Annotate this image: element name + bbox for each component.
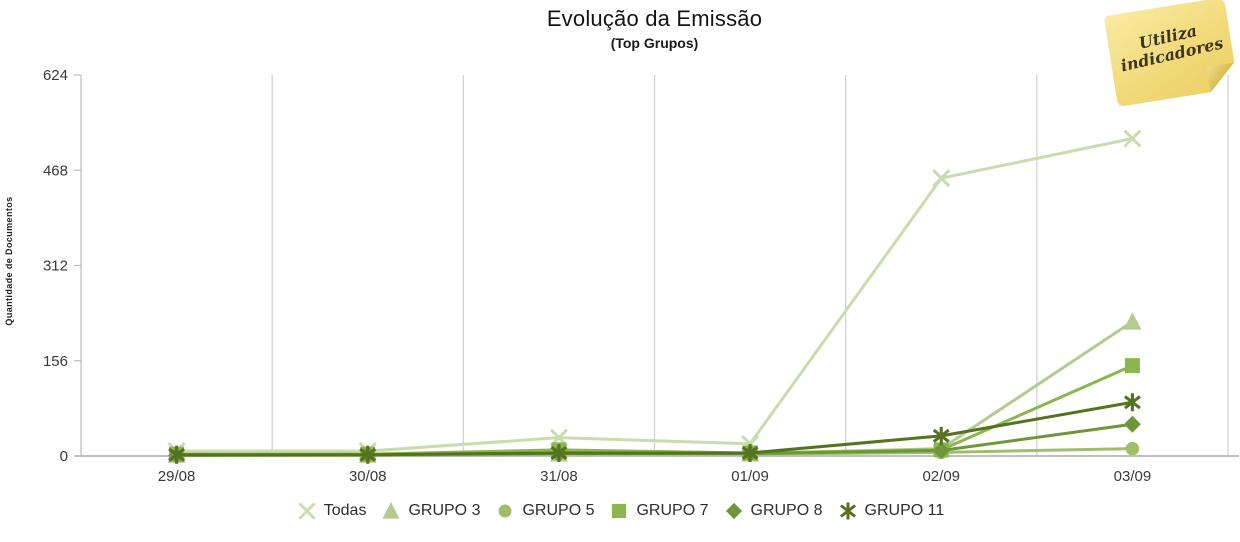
chart-subtitle: (Top Grupos) [610,35,699,51]
x-legend-icon [298,502,316,520]
series-line [176,137,1133,453]
diamond-marker-icon [725,502,742,520]
legend-label: GRUPO 7 [636,502,709,519]
chart-header: Evolução da Emissão (Top Grupos) [81,6,1228,51]
square-marker-icon [612,503,627,519]
chart-legend: Todas GRUPO 3 GRUPO 5 GRUPO 7 GRUPO 8 GRUPO 1… [0,500,1240,522]
x-marker-icon [298,502,316,520]
x-marker-icon [932,169,951,188]
legend-label: GRUPO 3 [408,502,481,519]
square-legend-icon [612,503,627,519]
x-tick-label: 29/08 [158,468,196,485]
diamond-marker-icon [932,442,950,460]
triangle-marker-icon [1123,312,1142,330]
asterisk-marker-icon [359,445,377,464]
circle-legend-icon [499,504,512,518]
legend-item-grupo-8: GRUPO 8 [723,500,823,522]
diamond-marker-icon [1123,415,1141,433]
x-tick-label: 30/08 [349,468,387,485]
asterisk-marker-icon [168,445,186,464]
asterisk-marker-icon [741,443,759,462]
y-axis-title: Quantidade de Documentos [4,196,14,326]
triangle-marker-icon [382,501,401,519]
chart-title: Evolução da Emissão [546,6,763,31]
x-tick-label: 31/08 [540,468,578,485]
legend-item-todas: Todas [296,500,367,522]
series-line [176,400,1133,457]
x-tick-label: 02/09 [922,468,960,485]
x-marker-icon [1123,129,1142,148]
x-tick-label: 03/09 [1114,468,1152,485]
y-tick-label: 312 [43,258,68,275]
legend-item-grupo-5: GRUPO 5 [494,500,594,522]
asterisk-marker-icon [550,443,568,462]
y-tick-label: 624 [43,67,68,84]
legend-label: GRUPO 8 [750,502,823,519]
legend-item-grupo-3: GRUPO 3 [380,500,480,522]
legend-item-grupo-11: GRUPO 11 [837,500,945,522]
square-marker-icon [1124,358,1140,374]
series-grupo-11 [168,393,1141,464]
legend-label: Todas [323,502,367,519]
x-tick-label: 01/09 [731,468,769,485]
asterisk-marker-icon [839,502,856,520]
legend-label: GRUPO 5 [522,502,595,519]
diamond-legend-icon [725,502,742,520]
legend-item-grupo-7: GRUPO 7 [608,500,709,522]
legend-label: GRUPO 11 [864,502,945,519]
triangle-legend-icon [382,501,401,519]
asterisk-legend-icon [839,502,856,520]
asterisk-marker-icon [932,426,950,445]
y-tick-label: 156 [43,353,68,370]
circle-marker-icon [1125,441,1140,456]
asterisk-marker-icon [1123,393,1141,412]
y-tick-label: 468 [43,162,68,179]
y-tick-label: 0 [60,448,68,465]
circle-marker-icon [499,504,512,518]
